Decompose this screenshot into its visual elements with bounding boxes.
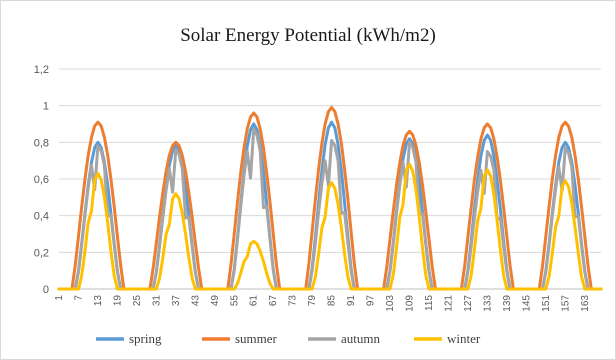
x-tick-label: 139 bbox=[502, 295, 513, 312]
x-tick-label: 79 bbox=[307, 295, 318, 307]
x-tick-label: 61 bbox=[249, 295, 260, 307]
chart-title: Solar Energy Potential (kWh/m2) bbox=[180, 25, 436, 46]
x-tick-label: 127 bbox=[463, 295, 474, 312]
y-tick-label: 0,2 bbox=[34, 247, 49, 259]
series-lines bbox=[57, 106, 603, 291]
x-tick-label: 151 bbox=[541, 295, 552, 312]
y-tick-label: 0,4 bbox=[34, 211, 49, 223]
x-tick-label: 31 bbox=[151, 295, 162, 307]
y-tick-label: 0,8 bbox=[34, 137, 49, 149]
y-tick-label: 0 bbox=[43, 284, 49, 296]
x-tick-label: 67 bbox=[268, 295, 279, 307]
legend-label-spring: spring bbox=[129, 331, 162, 346]
x-tick-label: 157 bbox=[560, 295, 571, 312]
series-line-autumn bbox=[57, 128, 603, 291]
x-tick-label: 97 bbox=[366, 295, 377, 307]
x-tick-label: 121 bbox=[443, 295, 454, 312]
x-tick-label: 145 bbox=[521, 295, 532, 312]
legend: spring summer autumn winter bbox=[96, 331, 481, 346]
x-tick-label: 37 bbox=[171, 295, 182, 307]
x-tick-label: 13 bbox=[93, 295, 104, 307]
legend-label-autumn: autumn bbox=[341, 331, 380, 346]
x-axis: 1 7 13 19 25 31 37 43 49 55 61 67 73 79 85 91 97 103 109 11… bbox=[54, 295, 591, 312]
series-line-winter bbox=[57, 162, 603, 291]
x-tick-label: 103 bbox=[385, 295, 396, 312]
y-axis: 0 0,2 0,4 0,6 0,8 1 1,2 bbox=[34, 64, 49, 296]
x-tick-label: 49 bbox=[210, 295, 221, 307]
x-tick-label: 55 bbox=[229, 295, 240, 307]
x-tick-label: 133 bbox=[482, 295, 493, 312]
x-tick-label: 7 bbox=[73, 295, 84, 301]
x-tick-label: 25 bbox=[132, 295, 143, 307]
x-tick-label: 1 bbox=[54, 295, 65, 301]
x-tick-label: 163 bbox=[580, 295, 591, 312]
series-line-summer bbox=[57, 106, 603, 291]
y-tick-label: 1,2 bbox=[34, 64, 49, 76]
legend-label-winter: winter bbox=[447, 331, 481, 346]
x-tick-label: 85 bbox=[327, 295, 338, 307]
legend-label-summer: summer bbox=[235, 331, 278, 346]
x-tick-label: 91 bbox=[346, 295, 357, 307]
x-tick-label: 109 bbox=[405, 295, 416, 312]
x-tick-label: 115 bbox=[424, 295, 435, 311]
x-tick-label: 73 bbox=[288, 295, 299, 307]
x-tick-label: 19 bbox=[112, 295, 123, 307]
y-tick-label: 1 bbox=[43, 101, 49, 113]
x-tick-label: 43 bbox=[190, 295, 201, 307]
y-tick-label: 0,6 bbox=[34, 174, 49, 186]
